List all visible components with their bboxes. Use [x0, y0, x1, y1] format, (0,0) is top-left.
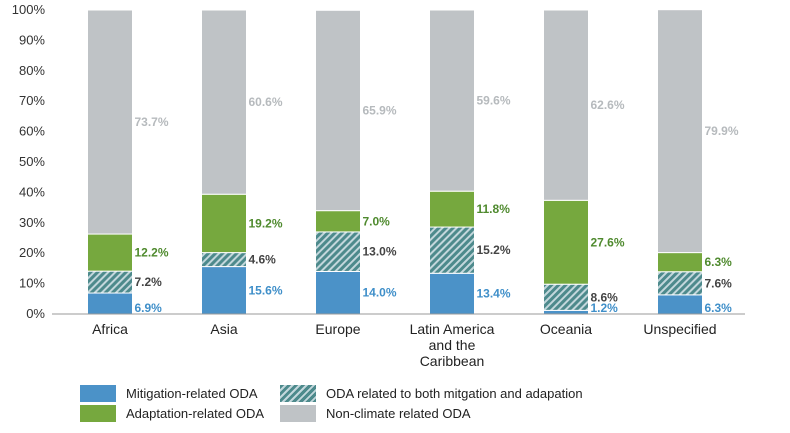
legend-label-adaptation: Adaptation-related ODA — [126, 406, 265, 421]
data-label: 79.9% — [705, 124, 739, 138]
y-tick-label: 70% — [19, 93, 45, 108]
legend-swatch-mitigation — [80, 385, 116, 402]
bar-segment — [543, 199, 589, 285]
data-label: 12.2% — [135, 246, 169, 260]
data-label: 8.6% — [591, 290, 619, 304]
data-label: 13.4% — [477, 287, 511, 301]
y-tick-label: 20% — [19, 245, 45, 260]
y-tick-label: 100% — [12, 2, 46, 17]
bar-segment — [87, 233, 133, 272]
y-tick-label: 50% — [19, 154, 45, 169]
legend-label-mitigation: Mitigation-related ODA — [126, 386, 258, 401]
x-tick-label: Africa — [92, 321, 128, 337]
bar-segment — [429, 190, 475, 228]
bar-segment — [201, 266, 247, 315]
bar-segment — [201, 9, 247, 195]
legend-swatch-adaptation — [80, 405, 116, 422]
data-labels: 6.9% 7.2% 12.2% 73.7% 15.6% 4.6% 19.2% 60.6% 14.… — [135, 94, 739, 315]
data-label: 59.6% — [477, 94, 511, 108]
y-tick-label: 0% — [26, 306, 45, 321]
data-label: 6.9% — [135, 301, 163, 315]
data-label: 62.6% — [591, 98, 625, 112]
bar-segment — [315, 270, 361, 315]
bar-segment — [429, 272, 475, 315]
y-tick-label: 30% — [19, 215, 45, 230]
x-tick-label: and the — [429, 337, 476, 353]
x-tick-label: Caribbean — [420, 353, 485, 369]
bar-segment — [543, 9, 589, 201]
bar-segment — [201, 193, 247, 254]
data-label: 6.3% — [705, 255, 733, 269]
x-tick-label: Latin America — [410, 321, 495, 337]
data-label: 15.6% — [249, 283, 283, 297]
data-label: 7.6% — [705, 276, 733, 290]
legend-item-mitigation: Mitigation-related ODA — [80, 385, 258, 402]
data-label: 4.6% — [249, 253, 277, 267]
data-label: 27.6% — [591, 235, 625, 249]
data-label: 13.0% — [363, 245, 397, 259]
data-label: 65.9% — [363, 103, 397, 117]
bar-segment — [315, 231, 361, 272]
y-tick-label: 90% — [19, 32, 45, 47]
legend-item-both: ODA related to both mitgation and adapat… — [280, 385, 583, 402]
data-label: 19.2% — [249, 216, 283, 230]
data-label: 73.7% — [135, 115, 169, 129]
bar-segment — [657, 294, 703, 315]
x-tick-label: Asia — [210, 321, 237, 337]
bar-segment — [429, 226, 475, 274]
data-label: 1.2% — [591, 301, 619, 315]
y-tick-label: 60% — [19, 124, 45, 139]
y-tick-label: 40% — [19, 184, 45, 199]
bar-segment — [315, 9, 361, 212]
legend-label-non-climate: Non-climate related ODA — [326, 406, 471, 421]
bar-segment — [87, 9, 133, 235]
bar-segment — [543, 309, 589, 315]
legend-swatch-non-climate — [280, 405, 316, 422]
bar-segment — [657, 9, 703, 254]
bar-segment — [429, 9, 475, 192]
legend-item-non-climate: Non-climate related ODA — [280, 405, 471, 422]
y-tick-label: 80% — [19, 63, 45, 78]
bar-segment — [657, 252, 703, 273]
data-label: 11.8% — [477, 202, 511, 216]
x-tick-label: Europe — [315, 321, 360, 337]
bars — [87, 9, 703, 315]
x-tick-label: Unspecified — [643, 321, 716, 337]
x-tick-label: Oceania — [540, 321, 592, 337]
bar-segment — [543, 283, 589, 311]
y-tick-label: 10% — [19, 276, 45, 291]
bar-segment — [87, 270, 133, 294]
y-axis: 0% 10% 20% 30% 40% 50% 60% 70% 80% 90% 100% — [12, 2, 46, 321]
legend-swatch-both — [280, 385, 316, 402]
data-label: 60.6% — [249, 95, 283, 109]
bar-segment — [315, 210, 361, 233]
bar-segment — [87, 292, 133, 315]
legend-label-both: ODA related to both mitgation and adapat… — [326, 386, 583, 401]
data-label: 15.2% — [477, 243, 511, 257]
data-label: 7.2% — [135, 275, 163, 289]
legend: Mitigation-related ODA Adaptation-relate… — [80, 380, 680, 430]
stacked-bar-chart: 0% 10% 20% 30% 40% 50% 60% 70% 80% 90% 100% 6.9% 7.… — [12, 2, 745, 369]
data-label: 7.0% — [363, 214, 391, 228]
bar-segment — [657, 271, 703, 296]
data-label: 6.3% — [705, 301, 733, 315]
bar-segment — [201, 252, 247, 268]
legend-item-adaptation: Adaptation-related ODA — [80, 405, 264, 422]
data-label: 14.0% — [363, 286, 397, 300]
